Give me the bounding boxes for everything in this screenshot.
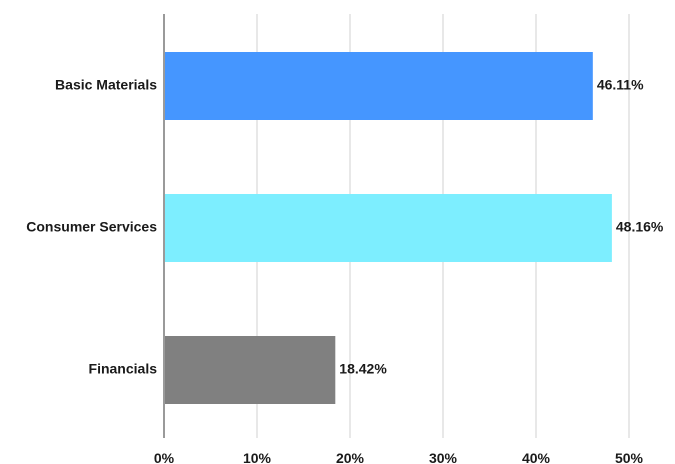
value-label-financials: 18.42% xyxy=(339,361,387,377)
x-tick-label-50: 50% xyxy=(615,450,644,464)
bar-basic-materials xyxy=(165,52,593,120)
category-label-financials: Financials xyxy=(89,361,158,377)
category-label-consumer-services: Consumer Services xyxy=(26,219,157,235)
bar-consumer-services xyxy=(165,194,612,262)
x-tick-label-40: 40% xyxy=(522,450,551,464)
x-tick-labels: 0% 10% 20% 30% 40% 50% xyxy=(154,450,644,464)
bar-financials xyxy=(165,336,336,404)
x-tick-label-20: 20% xyxy=(336,450,365,464)
category-label-basic-materials: Basic Materials xyxy=(55,77,157,93)
value-labels: 46.11% 48.16% 18.42% xyxy=(339,77,664,377)
value-label-consumer-services: 48.16% xyxy=(616,219,664,235)
x-tick-label-0: 0% xyxy=(154,450,175,464)
x-tick-label-30: 30% xyxy=(429,450,458,464)
bars xyxy=(165,52,612,404)
value-label-basic-materials: 46.11% xyxy=(597,77,644,93)
category-labels: Basic Materials Consumer Services Financia… xyxy=(26,77,157,377)
x-tick-label-10: 10% xyxy=(243,450,272,464)
